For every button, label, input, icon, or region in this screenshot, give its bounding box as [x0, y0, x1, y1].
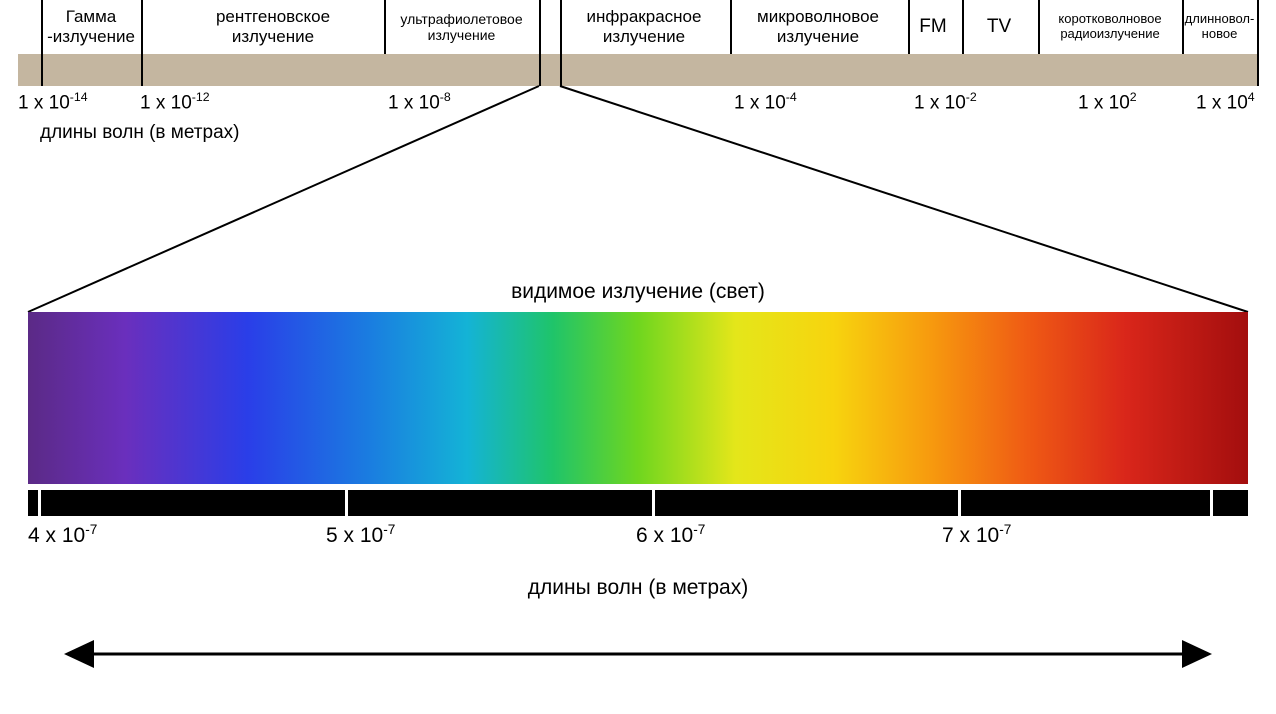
- spectrum-section-label: FM: [908, 0, 958, 54]
- visible-axis-label: длины волн (в метрах): [0, 576, 1276, 600]
- wavelength-value: 1 x 102: [1078, 90, 1137, 114]
- wavelength-value: 1 x 104: [1196, 90, 1255, 114]
- wavelength-value: 1 x 10-2: [914, 90, 977, 114]
- spectrum-band-bg: [18, 54, 1258, 86]
- visible-spectrum-title: видимое излучение (свет): [0, 280, 1276, 304]
- band-divider-short: [962, 0, 964, 54]
- double-arrow: [64, 634, 1212, 674]
- visible-spectrum-scale: [28, 490, 1248, 516]
- band-divider-short: [730, 0, 732, 54]
- band-divider: [1257, 0, 1259, 86]
- wavelength-value: 1 x 10-12: [140, 90, 210, 114]
- spectrum-section-label: инфракрасноеизлучение: [560, 0, 728, 54]
- wavelength-value: 1 x 10-8: [388, 90, 451, 114]
- visible-spectrum-gradient: [28, 312, 1248, 484]
- band-divider-short: [384, 0, 386, 54]
- top-axis-label: длины волн (в метрах): [40, 122, 239, 144]
- visible-wavelength-value: 4 x 10-7: [28, 522, 97, 548]
- scale-tick: [345, 490, 348, 516]
- scale-tick: [652, 490, 655, 516]
- band-divider: [539, 0, 541, 86]
- spectrum-section-label: Гамма-излучение: [41, 0, 141, 54]
- spectrum-section-label: коротковолновоерадиоизлучение: [1038, 0, 1182, 54]
- band-divider-short: [1038, 0, 1040, 54]
- spectrum-section-label: ультрафиолетовоеизлучение: [384, 0, 539, 54]
- spectrum-section-label: длинновол-новое: [1182, 0, 1257, 54]
- spectrum-section-label: TV: [962, 0, 1036, 54]
- spectrum-section-label: микроволновоеизлучение: [730, 0, 906, 54]
- em-spectrum-band: Гамма-излучение рентгеновскоеизлучениеуль…: [18, 0, 1258, 54]
- spectrum-band-labels: Гамма-излучение рентгеновскоеизлучениеуль…: [18, 0, 1258, 54]
- band-divider: [560, 0, 562, 86]
- wavelength-value: 1 x 10-4: [734, 90, 797, 114]
- band-divider: [141, 0, 143, 86]
- scale-tick: [38, 490, 41, 516]
- visible-wavelength-value: 7 x 10-7: [942, 522, 1011, 548]
- scale-tick: [1210, 490, 1213, 516]
- visible-wavelength-value: 5 x 10-7: [326, 522, 395, 548]
- band-divider: [41, 0, 43, 86]
- band-divider-short: [1182, 0, 1184, 54]
- wavelength-value: 1 x 10-14: [18, 90, 88, 114]
- visible-wavelength-value: 6 x 10-7: [636, 522, 705, 548]
- band-divider-short: [908, 0, 910, 54]
- spectrum-section-label: рентгеновскоеизлучение: [162, 0, 384, 54]
- scale-tick: [958, 490, 961, 516]
